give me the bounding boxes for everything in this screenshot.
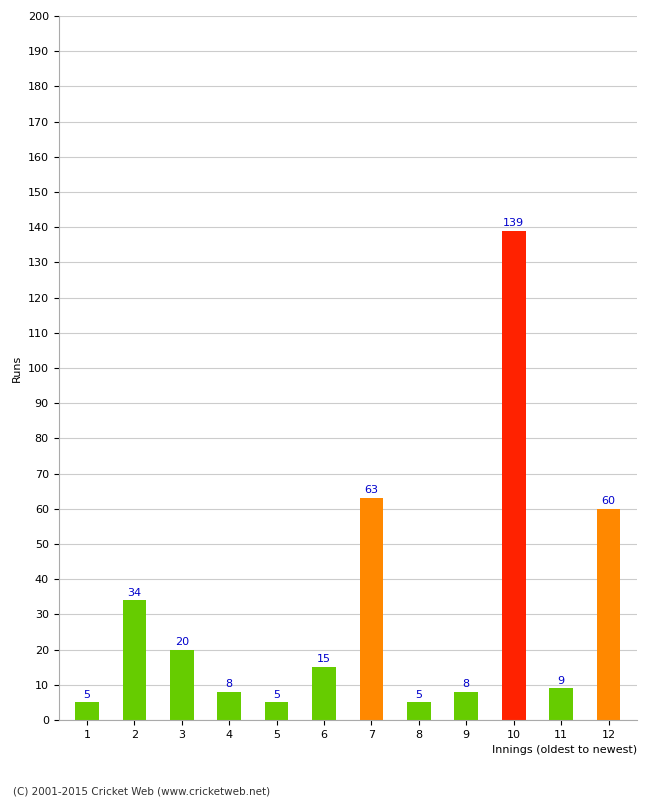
Text: 5: 5 [273, 690, 280, 699]
Text: (C) 2001-2015 Cricket Web (www.cricketweb.net): (C) 2001-2015 Cricket Web (www.cricketwe… [13, 786, 270, 796]
Bar [597, 509, 620, 720]
Text: 15: 15 [317, 654, 331, 664]
Bar [265, 702, 289, 720]
Text: 9: 9 [558, 675, 565, 686]
Text: 8: 8 [463, 679, 470, 689]
Bar [217, 692, 241, 720]
Text: 139: 139 [503, 218, 525, 228]
Text: 8: 8 [226, 679, 233, 689]
Bar [122, 600, 146, 720]
Bar [170, 650, 194, 720]
Y-axis label: Runs: Runs [12, 354, 22, 382]
Text: 63: 63 [365, 486, 378, 495]
Text: 34: 34 [127, 587, 142, 598]
Bar [549, 688, 573, 720]
Bar [454, 692, 478, 720]
Bar [312, 667, 336, 720]
Bar [407, 702, 431, 720]
Text: 20: 20 [175, 637, 189, 646]
X-axis label: Innings (oldest to newest): Innings (oldest to newest) [492, 746, 637, 755]
Bar [359, 498, 384, 720]
Text: 5: 5 [83, 690, 90, 699]
Bar [502, 230, 526, 720]
Text: 5: 5 [415, 690, 423, 699]
Text: 60: 60 [601, 496, 616, 506]
Bar [75, 702, 99, 720]
